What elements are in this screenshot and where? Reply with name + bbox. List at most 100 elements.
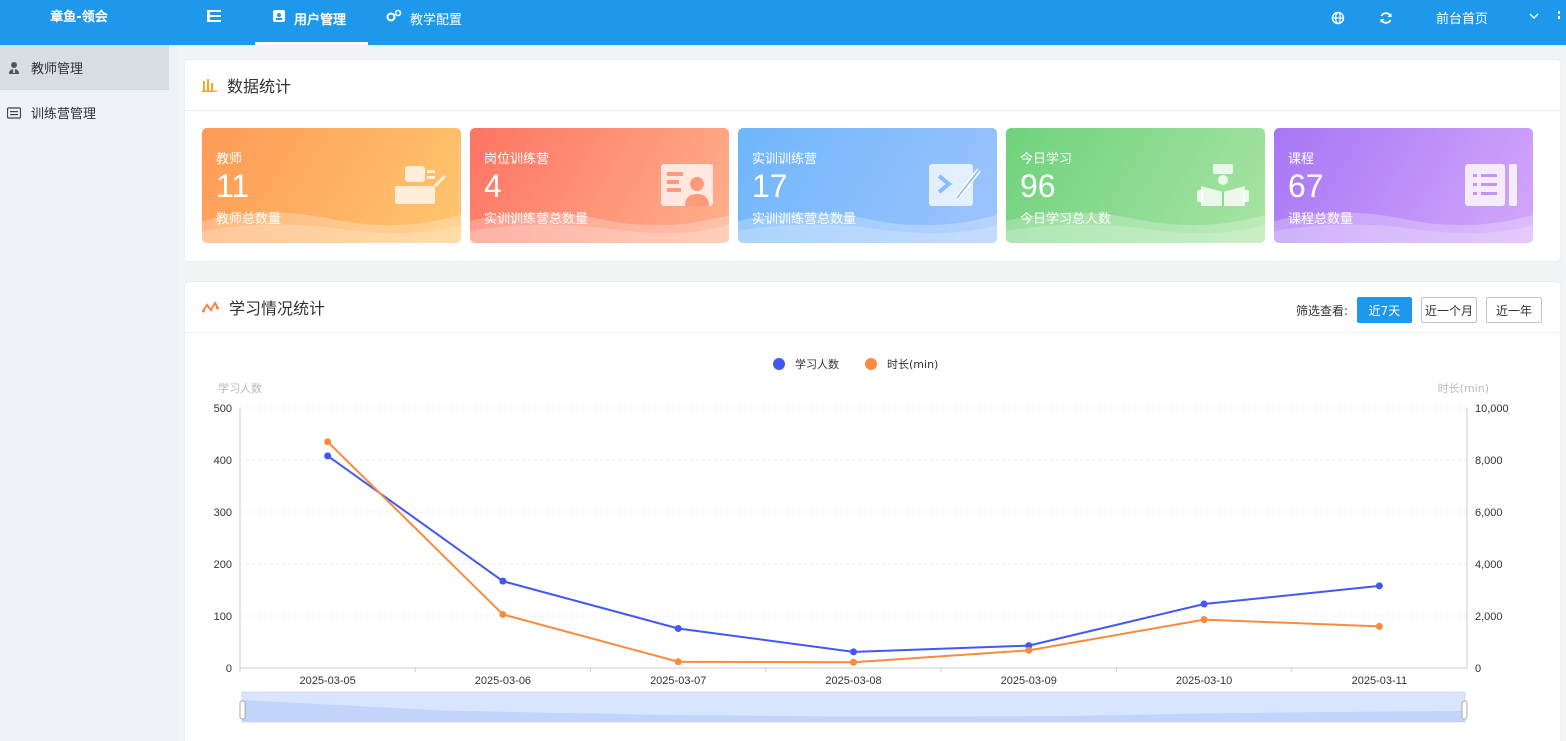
brand-title[interactable]: 章鱼-领会 <box>50 10 108 25</box>
teacher-desk-icon <box>395 166 447 204</box>
line-chart-icon <box>202 300 219 314</box>
y-tick-label-left: 0 <box>226 663 232 675</box>
data-point <box>499 610 507 618</box>
stat-label: 岗位训练营 <box>484 152 550 167</box>
series-line <box>327 455 1380 653</box>
wave-decoration <box>738 212 997 243</box>
y-tick-label-left: 500 <box>214 403 232 415</box>
y-tick-label-right: 2,000 <box>1475 611 1503 623</box>
stat-caption: 实训训练营总数量 <box>484 212 589 227</box>
data-point <box>324 452 332 460</box>
wave-decoration <box>202 212 461 243</box>
data-point <box>674 658 682 666</box>
stat-value: 4 <box>484 168 502 204</box>
list-card-icon <box>7 106 21 119</box>
stat-value: 67 <box>1288 168 1324 204</box>
legend-marker <box>865 358 877 370</box>
sidebar: 教师管理 训练营管理 <box>0 45 169 741</box>
stat-value: 11 <box>216 168 250 204</box>
wave-decoration <box>470 212 729 243</box>
stat-card-post-camps[interactable]: 岗位训练营 4 实训训练营总数量 <box>470 128 729 243</box>
user-card-icon <box>272 9 286 27</box>
y-tick-label-right: 0 <box>1475 663 1481 675</box>
wave-decoration <box>1006 212 1265 243</box>
data-point <box>674 624 682 632</box>
sidebar-item-label: 教师管理 <box>31 62 84 77</box>
course-list-icon <box>1465 164 1517 206</box>
globe-icon[interactable] <box>1331 9 1345 27</box>
y-tick-label-left: 400 <box>214 455 232 467</box>
x-tick-label: 2025-03-07 <box>650 675 706 687</box>
bar-chart-icon <box>202 78 217 92</box>
wave-decoration <box>1274 212 1533 243</box>
stat-label: 实训训练营 <box>752 152 818 167</box>
stat-label: 今日学习 <box>1020 152 1073 167</box>
refresh-icon[interactable] <box>1379 9 1393 27</box>
tab-label: 用户管理 <box>294 13 347 28</box>
stat-caption: 课程总数量 <box>1288 212 1354 227</box>
panel-header: 数据统计 <box>185 60 1560 111</box>
data-statistics-panel: 数据统计 教师 11 教师总数量 岗位训练营 4 实训训练营总数量 实训训练营 … <box>184 59 1561 262</box>
filter-label: 筛选查看: <box>1295 304 1348 318</box>
id-card-icon <box>661 164 713 206</box>
y-axis-title-right: 时长(min) <box>1438 382 1489 395</box>
tab-label: 教学配置 <box>410 13 463 28</box>
data-point <box>324 438 332 446</box>
stat-card-courses[interactable]: 课程 67 课程总数量 <box>1274 128 1533 243</box>
panel-title: 数据统计 <box>227 77 292 96</box>
legend-label: 时长(min) <box>887 358 938 371</box>
legend-label: 学习人数 <box>795 357 839 371</box>
more-vertical-icon[interactable] <box>1556 10 1562 28</box>
y-tick-label-left: 100 <box>214 611 232 623</box>
datazoom-selection <box>242 692 1465 722</box>
y-tick-label-right: 4,000 <box>1475 559 1503 571</box>
panel-title: 学习情况统计 <box>229 299 326 318</box>
filter-year-button[interactable]: 近一年 <box>1486 297 1542 323</box>
chevron-down-icon[interactable] <box>1528 10 1540 25</box>
stat-value: 17 <box>752 168 788 204</box>
x-tick-label: 2025-03-11 <box>1352 675 1407 687</box>
learning-statistics-panel: 学习情况统计 筛选查看: 近7天 近一个月 近一年 0 100 200 300 400 5… <box>184 281 1561 741</box>
x-tick-label: 2025-03-05 <box>300 675 356 687</box>
learning-line-chart[interactable]: 0 100 200 300 400 500 0 2,000 4,000 6,000 8,000 10,… <box>185 282 1562 741</box>
x-tick-label: 2025-03-09 <box>1001 675 1057 687</box>
y-tick-label-right: 6,000 <box>1475 507 1503 519</box>
data-point <box>499 577 507 585</box>
sidebar-item-label: 训练营管理 <box>31 107 97 122</box>
stat-caption: 教师总数量 <box>216 212 282 227</box>
sidebar-item-camps[interactable]: 训练营管理 <box>0 90 169 135</box>
top-navbar: 章鱼-领会 用户管理 教学配置 前台首页 <box>0 0 1566 45</box>
series-line <box>326 441 1380 664</box>
panel-header: 学习情况统计 <box>185 282 1560 333</box>
data-point <box>1375 582 1383 590</box>
y-tick-label-right: 8,000 <box>1475 455 1503 467</box>
menu-toggle-icon[interactable] <box>206 9 224 27</box>
stat-caption: 实训训练营总数量 <box>752 212 857 227</box>
y-tick-label-left: 300 <box>214 507 232 519</box>
filter-7-days-button[interactable]: 近7天 <box>1357 297 1412 323</box>
gears-icon <box>386 9 402 27</box>
code-pencil-icon <box>929 164 981 206</box>
stat-card-today-study[interactable]: 今日学习 96 今日学习总人数 <box>1006 128 1265 243</box>
stat-caption: 今日学习总人数 <box>1020 212 1112 227</box>
frontend-home-link[interactable]: 前台首页 <box>1436 12 1489 27</box>
data-point <box>1025 646 1033 654</box>
data-point <box>1375 622 1383 630</box>
filter-month-button[interactable]: 近一个月 <box>1421 297 1477 323</box>
stat-value: 96 <box>1020 168 1056 204</box>
x-tick-label: 2025-03-08 <box>825 675 881 687</box>
tab-user-management[interactable]: 用户管理 <box>255 0 368 45</box>
main-content: 数据统计 教师 11 教师总数量 岗位训练营 4 实训训练营总数量 实训训练营 … <box>178 45 1566 741</box>
tab-teaching-config[interactable]: 教学配置 <box>386 0 462 45</box>
datazoom-preview <box>242 700 1465 722</box>
x-tick-label: 2025-03-06 <box>475 675 531 687</box>
user-tie-icon <box>7 61 21 75</box>
data-point <box>850 658 857 666</box>
data-point <box>850 648 857 656</box>
y-tick-label-left: 200 <box>214 559 232 571</box>
stat-card-teachers[interactable]: 教师 11 教师总数量 <box>202 128 461 243</box>
y-axis-title-left: 学习人数 <box>218 381 262 395</box>
stat-card-practice-camps[interactable]: 实训训练营 17 实训训练营总数量 <box>738 128 997 243</box>
data-point <box>1200 616 1208 624</box>
sidebar-item-teachers[interactable]: 教师管理 <box>0 45 169 90</box>
